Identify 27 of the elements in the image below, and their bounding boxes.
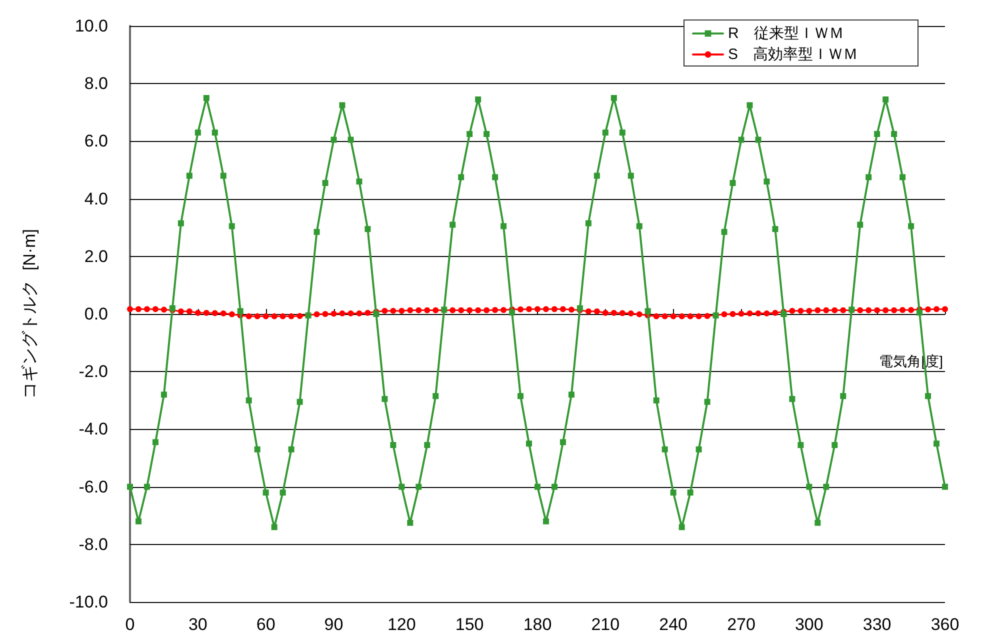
x-tick-label: 240: [659, 615, 688, 634]
x-tick-label: 360: [930, 615, 960, 634]
y-tick-label: 0.0: [84, 304, 108, 324]
x-tick-label: 90: [324, 615, 344, 634]
x-tick-label: 180: [523, 615, 552, 634]
y-tick-label: 2.0: [84, 246, 108, 266]
x-tick-label: 0: [125, 615, 135, 634]
x-tick-label: 300: [794, 615, 824, 634]
y-tick-label: 4.0: [84, 189, 108, 208]
y-tick-label: 6.0: [84, 132, 108, 151]
x-tick-label: 150: [455, 615, 484, 634]
y-tick-label: -10.0: [69, 592, 108, 612]
legend-label: R 従来型ＩＷＭ: [728, 25, 844, 42]
x-tick-label: 270: [727, 615, 756, 634]
y-tick-label: 8.0: [84, 74, 108, 94]
legend-label: S 高効率型ＩＷＭ: [728, 46, 858, 63]
y-tick-label: -4.0: [78, 420, 108, 439]
y-tick-label: -2.0: [78, 362, 108, 382]
y-tick-label: -6.0: [78, 477, 108, 496]
y-axis-title: コギングトルク [N·m]: [20, 229, 39, 399]
x-tick-label: 30: [188, 615, 208, 634]
x-tick-label: 210: [591, 615, 620, 634]
x-tick-label: 330: [862, 615, 892, 634]
x-tick-label: 120: [387, 615, 416, 634]
x-tick-label: 60: [256, 615, 276, 634]
y-tick-label: 10.0: [74, 16, 108, 36]
y-tick-label: -8.0: [78, 534, 108, 554]
